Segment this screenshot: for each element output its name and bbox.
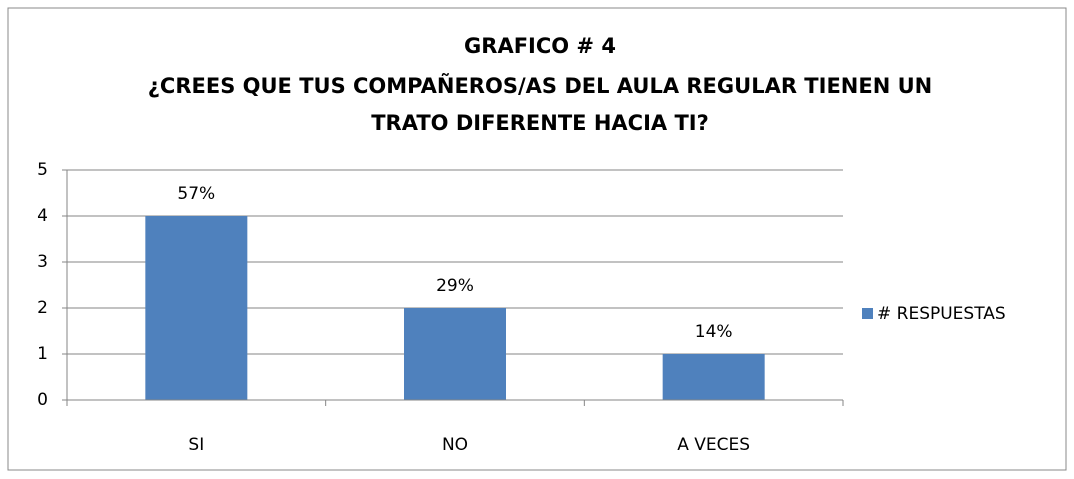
data-label: 14% — [695, 322, 733, 342]
data-label: 29% — [436, 276, 474, 296]
x-tick-label: SI — [188, 435, 204, 455]
chart-title: ¿CREES QUE TUS COMPAÑEROS/AS DEL AULA RE… — [148, 73, 932, 98]
chart-title: TRATO DIFERENTE HACIA TI? — [371, 111, 709, 135]
x-tick-label: NO — [442, 435, 468, 455]
bar — [404, 308, 506, 400]
data-label: 57% — [177, 184, 215, 204]
legend-swatch — [862, 308, 873, 319]
y-tick-label: 0 — [37, 390, 48, 410]
y-tick-label: 4 — [37, 206, 48, 226]
bar — [662, 354, 765, 400]
y-tick-label: 1 — [37, 344, 48, 364]
bar — [145, 216, 248, 400]
x-tick-label: A VECES — [677, 435, 750, 455]
y-tick-label: 2 — [37, 298, 48, 318]
chart-title: GRAFICO # 4 — [464, 34, 616, 58]
y-tick-label: 3 — [37, 252, 48, 272]
legend-label: # RESPUESTAS — [877, 304, 1006, 324]
y-tick-label: 5 — [37, 160, 48, 180]
